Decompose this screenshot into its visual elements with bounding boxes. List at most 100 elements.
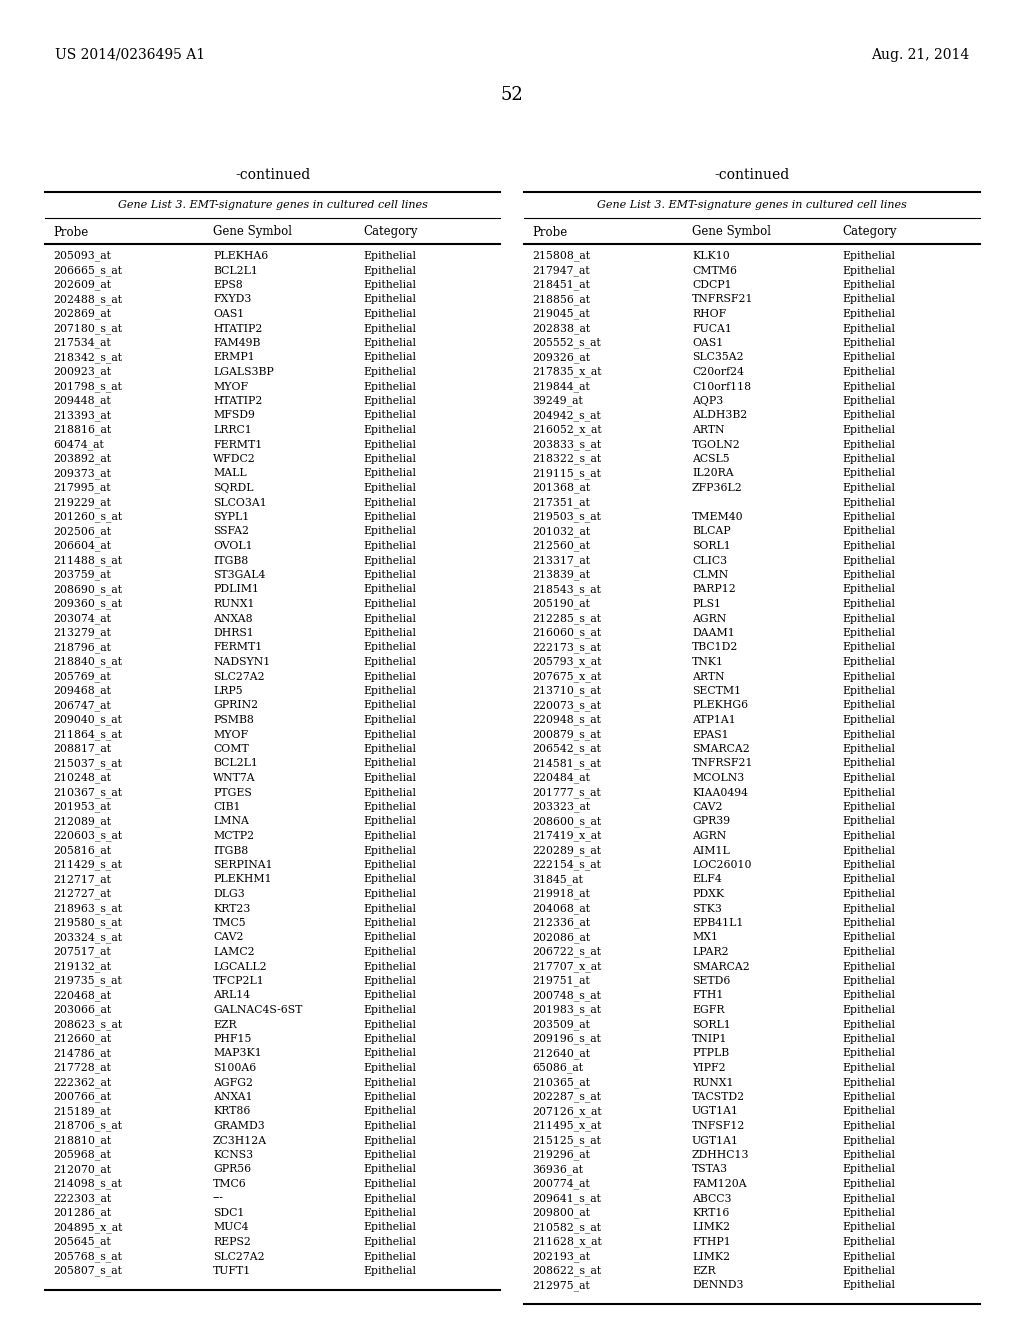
- Text: 212336_at: 212336_at: [532, 917, 590, 928]
- Text: Epithelial: Epithelial: [362, 280, 416, 290]
- Text: CMTM6: CMTM6: [692, 265, 737, 276]
- Text: 209800_at: 209800_at: [532, 1208, 590, 1218]
- Text: 217995_at: 217995_at: [53, 483, 111, 494]
- Text: Epithelial: Epithelial: [842, 1063, 895, 1073]
- Text: GALNAC4S-6ST: GALNAC4S-6ST: [213, 1005, 302, 1015]
- Text: Epithelial: Epithelial: [362, 1034, 416, 1044]
- Text: AGRN: AGRN: [692, 832, 726, 841]
- Text: Epithelial: Epithelial: [842, 556, 895, 565]
- Text: Category: Category: [362, 226, 418, 239]
- Text: 201368_at: 201368_at: [532, 483, 590, 494]
- Text: 65086_at: 65086_at: [532, 1063, 583, 1073]
- Text: 215125_s_at: 215125_s_at: [532, 1135, 601, 1146]
- Text: Epithelial: Epithelial: [362, 1193, 416, 1204]
- Text: 219503_s_at: 219503_s_at: [532, 512, 601, 523]
- Text: LMNA: LMNA: [213, 817, 249, 826]
- Text: CAV2: CAV2: [692, 803, 723, 812]
- Text: ATP1A1: ATP1A1: [692, 715, 736, 725]
- Text: 222362_at: 222362_at: [53, 1077, 112, 1088]
- Text: TBC1D2: TBC1D2: [692, 643, 738, 652]
- Text: 218543_s_at: 218543_s_at: [532, 585, 601, 595]
- Text: 217351_at: 217351_at: [532, 498, 590, 508]
- Text: FTH1: FTH1: [692, 990, 723, 1001]
- Text: Epithelial: Epithelial: [362, 1005, 416, 1015]
- Text: CIB1: CIB1: [213, 803, 241, 812]
- Text: BLCAP: BLCAP: [692, 527, 731, 536]
- Text: AIM1L: AIM1L: [692, 846, 730, 855]
- Text: Epithelial: Epithelial: [362, 628, 416, 638]
- Text: Epithelial: Epithelial: [842, 1135, 895, 1146]
- Text: OAS1: OAS1: [692, 338, 723, 348]
- Text: 201032_at: 201032_at: [532, 527, 590, 537]
- Text: Epithelial: Epithelial: [362, 817, 416, 826]
- Text: 219296_at: 219296_at: [532, 1150, 590, 1160]
- Text: AQP3: AQP3: [692, 396, 723, 407]
- Text: MCOLN3: MCOLN3: [692, 774, 744, 783]
- Text: 222154_s_at: 222154_s_at: [532, 859, 601, 870]
- Text: COMT: COMT: [213, 744, 249, 754]
- Text: Epithelial: Epithelial: [362, 672, 416, 681]
- Text: -continued: -continued: [715, 168, 790, 182]
- Text: 218322_s_at: 218322_s_at: [532, 454, 601, 465]
- Text: Epithelial: Epithelial: [842, 483, 895, 492]
- Text: ERMP1: ERMP1: [213, 352, 255, 363]
- Text: Epithelial: Epithelial: [362, 932, 416, 942]
- Text: GRAMD3: GRAMD3: [213, 1121, 265, 1131]
- Text: Epithelial: Epithelial: [842, 280, 895, 290]
- Text: SQRDL: SQRDL: [213, 483, 254, 492]
- Text: Epithelial: Epithelial: [842, 251, 895, 261]
- Text: Epithelial: Epithelial: [842, 323, 895, 334]
- Text: 207180_s_at: 207180_s_at: [53, 323, 122, 334]
- Text: SSFA2: SSFA2: [213, 527, 249, 536]
- Text: TMC6: TMC6: [213, 1179, 247, 1189]
- Text: Epithelial: Epithelial: [362, 730, 416, 739]
- Text: Epithelial: Epithelial: [842, 975, 895, 986]
- Text: LOC26010: LOC26010: [692, 861, 752, 870]
- Text: 212975_at: 212975_at: [532, 1280, 590, 1291]
- Text: 208690_s_at: 208690_s_at: [53, 585, 122, 595]
- Text: 200748_s_at: 200748_s_at: [532, 990, 601, 1001]
- Text: Epithelial: Epithelial: [842, 874, 895, 884]
- Text: 200766_at: 200766_at: [53, 1092, 111, 1102]
- Text: 217707_x_at: 217707_x_at: [532, 961, 601, 972]
- Text: 220948_s_at: 220948_s_at: [532, 714, 601, 726]
- Text: SORL1: SORL1: [692, 541, 731, 550]
- Text: KRT16: KRT16: [692, 1208, 729, 1218]
- Text: Epithelial: Epithelial: [362, 1063, 416, 1073]
- Text: FTHP1: FTHP1: [692, 1237, 731, 1247]
- Text: 200774_at: 200774_at: [532, 1179, 590, 1189]
- Text: Epithelial: Epithelial: [842, 1251, 895, 1262]
- Text: 202287_s_at: 202287_s_at: [532, 1092, 601, 1102]
- Text: Epithelial: Epithelial: [362, 657, 416, 667]
- Text: 210582_s_at: 210582_s_at: [532, 1222, 601, 1233]
- Text: 201777_s_at: 201777_s_at: [532, 787, 601, 797]
- Text: 212070_at: 212070_at: [53, 1164, 111, 1175]
- Text: PTPLB: PTPLB: [692, 1048, 729, 1059]
- Text: Gene Symbol: Gene Symbol: [692, 226, 771, 239]
- Text: ANXA8: ANXA8: [213, 614, 253, 623]
- Text: 220073_s_at: 220073_s_at: [532, 700, 601, 711]
- Text: 206542_s_at: 206542_s_at: [532, 743, 601, 754]
- Text: S100A6: S100A6: [213, 1063, 256, 1073]
- Text: TSTA3: TSTA3: [692, 1164, 728, 1175]
- Text: Epithelial: Epithelial: [362, 803, 416, 812]
- Text: Epithelial: Epithelial: [362, 1106, 416, 1117]
- Text: MUC4: MUC4: [213, 1222, 249, 1233]
- Text: Epithelial: Epithelial: [842, 628, 895, 638]
- Text: EZR: EZR: [692, 1266, 716, 1276]
- Text: ALDH3B2: ALDH3B2: [692, 411, 748, 421]
- Text: Epithelial: Epithelial: [842, 570, 895, 579]
- Text: Epithelial: Epithelial: [362, 469, 416, 479]
- Text: 201286_at: 201286_at: [53, 1208, 112, 1218]
- Text: 219918_at: 219918_at: [532, 888, 590, 899]
- Text: Epithelial: Epithelial: [362, 1077, 416, 1088]
- Text: SLC35A2: SLC35A2: [692, 352, 743, 363]
- Text: 208817_at: 208817_at: [53, 743, 111, 754]
- Text: 209373_at: 209373_at: [53, 469, 111, 479]
- Text: ABCC3: ABCC3: [692, 1193, 731, 1204]
- Text: CAV2: CAV2: [213, 932, 244, 942]
- Text: 213839_at: 213839_at: [532, 570, 590, 581]
- Text: Epithelial: Epithelial: [362, 541, 416, 550]
- Text: Epithelial: Epithelial: [362, 1208, 416, 1218]
- Text: Epithelial: Epithelial: [362, 265, 416, 276]
